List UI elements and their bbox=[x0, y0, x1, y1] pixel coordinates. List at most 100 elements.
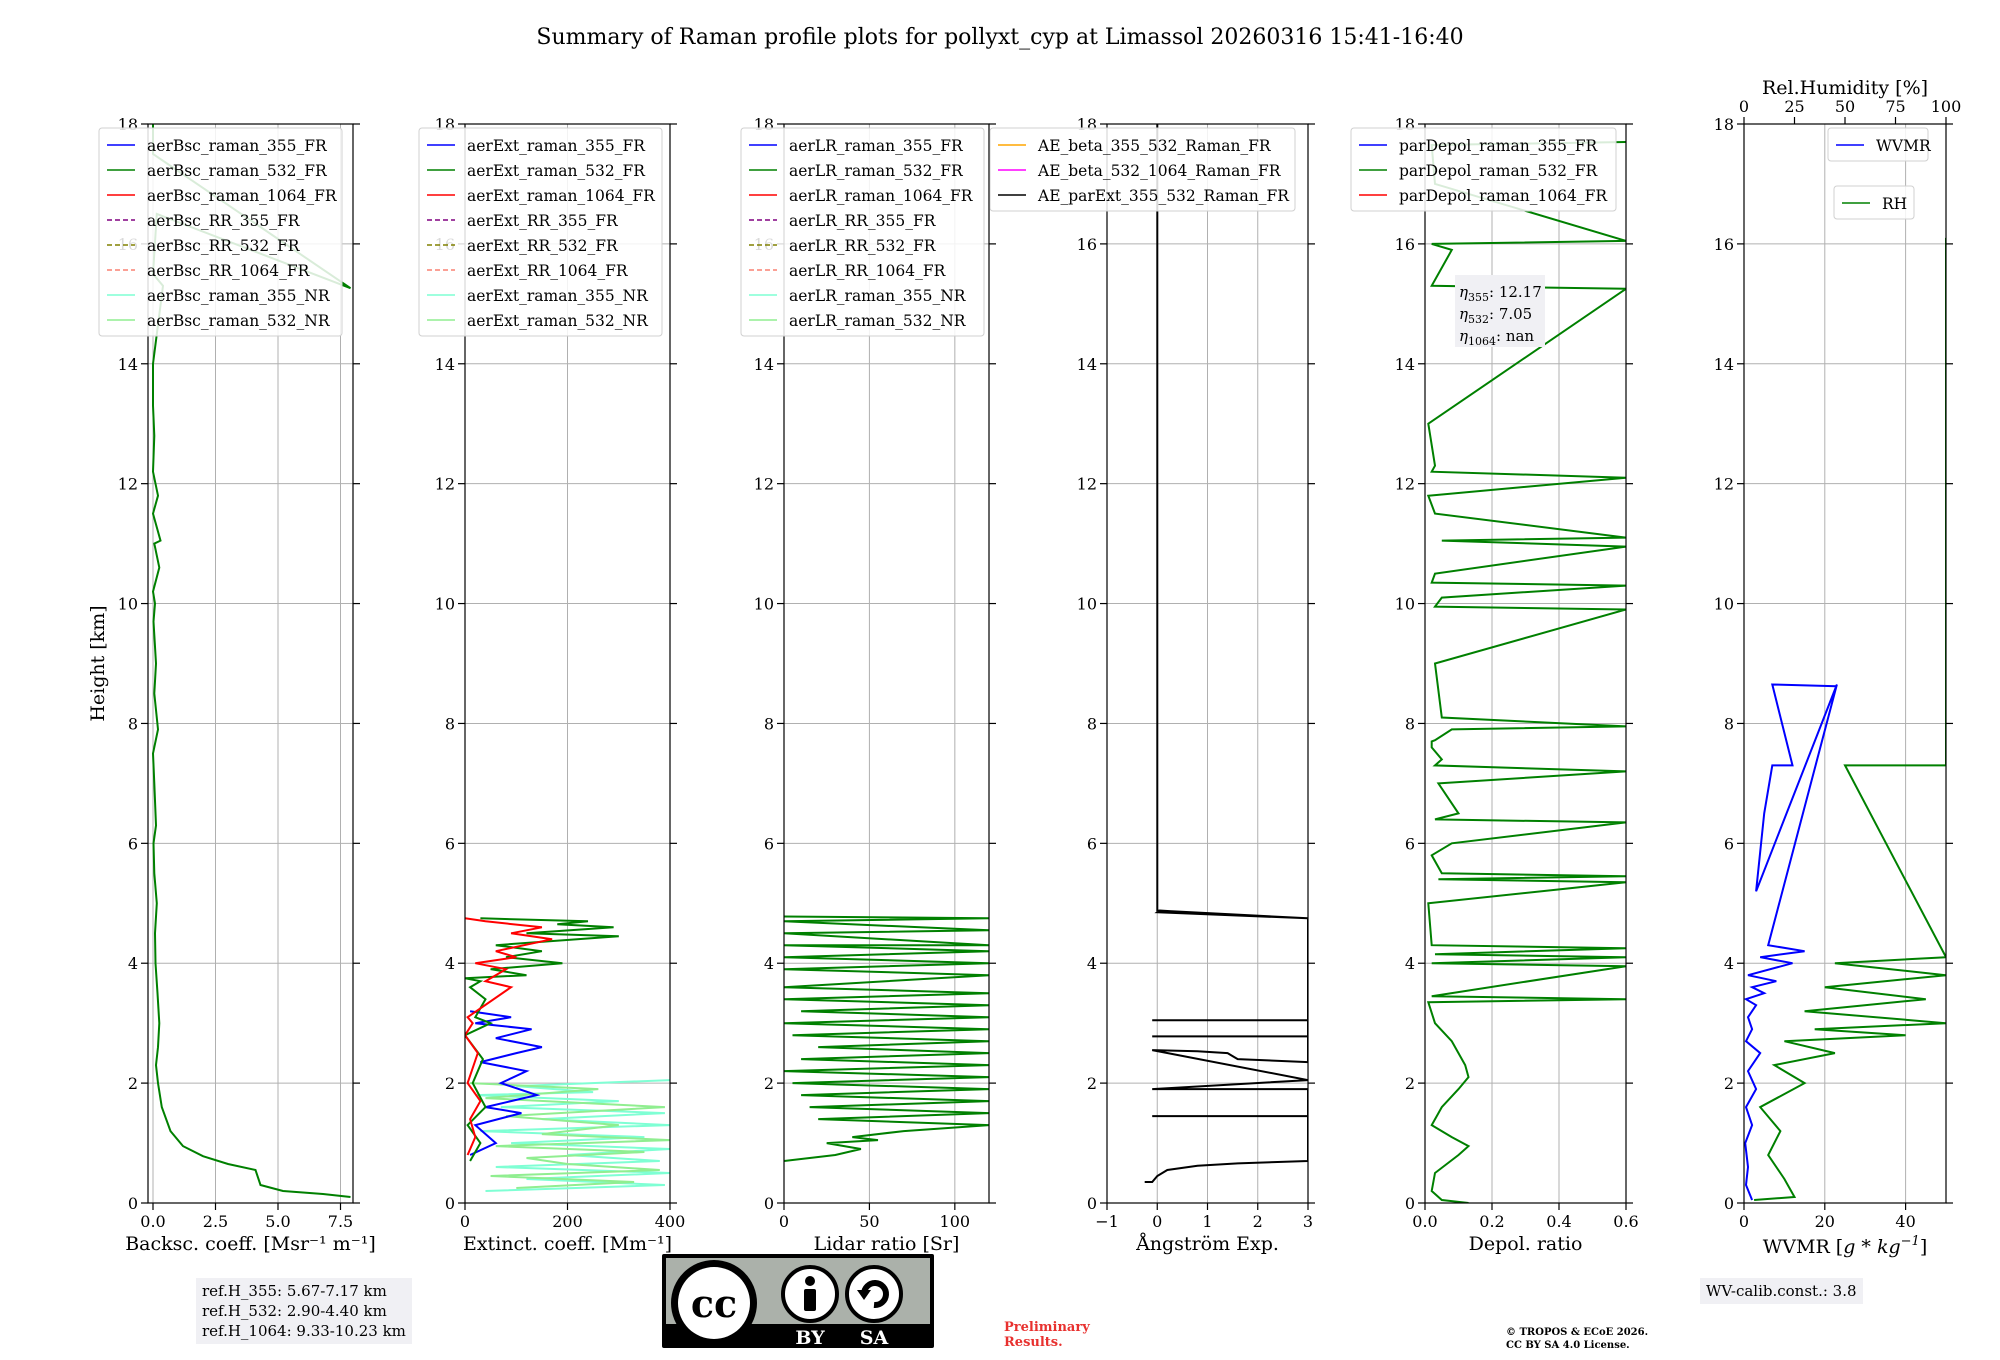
legend-label: aerExt_raman_532_FR bbox=[467, 162, 646, 180]
axes-frame bbox=[147, 123, 354, 1204]
y-tick-label: 8 bbox=[128, 714, 138, 733]
svg-text:cc: cc bbox=[691, 1281, 737, 1326]
legend-label: aerLR_raman_532_NR bbox=[789, 312, 967, 330]
copyright-line-1: © TROPOS & ECoE 2026. bbox=[1506, 1327, 1649, 1338]
x-tick-label: 0.4 bbox=[1546, 1212, 1571, 1231]
y-tick-label: 4 bbox=[445, 954, 455, 973]
cc-license-badge: cc BY SA bbox=[662, 1254, 934, 1349]
legend-label: aerExt_RR_532_FR bbox=[467, 237, 619, 255]
y-tick-label: 18 bbox=[1714, 115, 1734, 134]
panel-wv: 0 20 40 0 2 4 6 8 10 12 14 16 18 WVMR [g * kg−1] 0 25 50… bbox=[1714, 77, 1962, 1258]
x-axis-label: Ångström Exp. bbox=[1135, 1233, 1279, 1255]
x-axis-label: Lidar ratio [Sr] bbox=[814, 1233, 960, 1255]
legend-label: aerBsc_raman_355_FR bbox=[147, 137, 328, 155]
series-aerLR_raman_532_FR bbox=[784, 915, 989, 1162]
legend-label: aerBsc_RR_355_FR bbox=[147, 212, 301, 230]
legend-label: aerBsc_raman_355_NR bbox=[147, 287, 331, 305]
x-tick-label: 400 bbox=[655, 1212, 686, 1231]
x-tick-label: 0.0 bbox=[1412, 1212, 1437, 1231]
legend-box bbox=[98, 127, 343, 337]
legend-label: aerBsc_raman_532_FR bbox=[147, 162, 328, 180]
y-tick-label: 16 bbox=[1395, 235, 1415, 254]
eta-value: : 7.05 bbox=[1489, 305, 1532, 323]
legend-label: AE_beta_355_532_Raman_FR bbox=[1037, 137, 1272, 155]
copyright-line-2: CC BY SA 4.0 License. bbox=[1506, 1340, 1630, 1351]
y-tick-label: 16 bbox=[1714, 235, 1734, 254]
license-by-label: BY bbox=[795, 1327, 825, 1349]
legend-box bbox=[1827, 127, 1929, 162]
series-aerExt_raman_1064_FR bbox=[465, 917, 553, 1156]
axes-frame bbox=[1743, 123, 1947, 1204]
reference-height-box: ref.H_355: 5.67-7.17 km ref.H_532: 2.90-… bbox=[196, 1278, 412, 1344]
x-label-part: WVMR [ bbox=[1763, 1236, 1843, 1258]
series-WVMR bbox=[1744, 683, 1838, 1201]
y-tick-label: 8 bbox=[1405, 714, 1415, 733]
y-tick-label: 12 bbox=[1714, 475, 1734, 494]
preliminary-line-2: Results. bbox=[1004, 1335, 1063, 1350]
top-tick-label: 25 bbox=[1784, 97, 1804, 116]
legend-label: aerLR_raman_1064_FR bbox=[789, 187, 974, 205]
y-tick-label: 10 bbox=[1714, 595, 1734, 614]
y-tick-label: 0 bbox=[128, 1194, 138, 1213]
y-tick-label: 12 bbox=[1395, 475, 1415, 494]
ref-height-532: ref.H_532: 2.90-4.40 km bbox=[202, 1302, 387, 1320]
legend-label: aerLR_RR_532_FR bbox=[789, 237, 937, 255]
eta-symbol: η bbox=[1459, 283, 1468, 301]
legend-label: aerExt_raman_355_NR bbox=[467, 287, 649, 305]
y-tick-label: 2 bbox=[1724, 1074, 1734, 1093]
y-tick-label: 6 bbox=[764, 834, 774, 853]
y-tick-label: 4 bbox=[1405, 954, 1415, 973]
eta-532: η532: 7.05 bbox=[1459, 305, 1532, 326]
wv-calib-box: WV-calib.const.: 3.8 bbox=[1700, 1278, 1863, 1304]
legend-label: parDepol_raman_355_FR bbox=[1399, 137, 1599, 155]
y-tick-label: 2 bbox=[764, 1074, 774, 1093]
y-tick-label: 0 bbox=[1405, 1194, 1415, 1213]
x-tick-label: 2 bbox=[1253, 1212, 1263, 1231]
x-tick-label: 0 bbox=[460, 1212, 470, 1231]
y-tick-label: 0 bbox=[1087, 1194, 1097, 1213]
y-tick-label: 2 bbox=[1405, 1074, 1415, 1093]
legend-label: aerLR_RR_355_FR bbox=[789, 212, 937, 230]
panel-lr: 050100024681012141618Lidar ratio [Sr]aer… bbox=[740, 115, 996, 1255]
series-aerExt_raman_355_FR bbox=[469, 1010, 543, 1156]
x-tick-label: 5.0 bbox=[265, 1212, 290, 1231]
series-RH bbox=[1754, 237, 1946, 1201]
legend-label: aerLR_raman_532_FR bbox=[789, 162, 964, 180]
copyright-note: © TROPOS & ECoE 2026. CC BY SA 4.0 Licen… bbox=[1506, 1326, 1648, 1352]
top-tick-label: 75 bbox=[1885, 97, 1905, 116]
y-tick-label: 6 bbox=[445, 834, 455, 853]
x-tick-label: 3 bbox=[1303, 1212, 1313, 1231]
y-tick-label: 8 bbox=[1724, 714, 1734, 733]
series-aerExt_raman_532_NR bbox=[470, 1082, 670, 1189]
preliminary-line-1: Preliminary bbox=[1004, 1320, 1090, 1335]
x-axis-label: Backsc. coeff. [Msr⁻¹ m⁻¹] bbox=[125, 1233, 376, 1255]
y-axis-label: Height [km] bbox=[87, 605, 109, 721]
eta-symbol: η bbox=[1459, 327, 1468, 345]
x-tick-label: 40 bbox=[1895, 1212, 1915, 1231]
wv-calib-constant: WV-calib.const.: 3.8 bbox=[1706, 1282, 1857, 1300]
y-tick-label: 12 bbox=[118, 475, 138, 494]
x-axis-label: WVMR [g * kg−1] bbox=[1763, 1234, 1927, 1258]
panel-bsc: 0.02.55.07.5024681012141618Backsc. coeff… bbox=[87, 115, 376, 1255]
y-tick-label: 14 bbox=[118, 355, 138, 374]
y-tick-label: 2 bbox=[1087, 1074, 1097, 1093]
y-tick-label: 12 bbox=[435, 475, 455, 494]
eta-subscript: 355 bbox=[1468, 291, 1489, 304]
x-tick-label: 100 bbox=[940, 1212, 971, 1231]
y-tick-label: 0 bbox=[1724, 1194, 1734, 1213]
top-tick-label: 0 bbox=[1739, 97, 1749, 116]
top-tick-label: 50 bbox=[1835, 97, 1855, 116]
x-label-unit: g * kg bbox=[1843, 1236, 1900, 1258]
y-tick-label: 8 bbox=[445, 714, 455, 733]
x-tick-label: 0 bbox=[1739, 1212, 1749, 1231]
legend-label: aerLR_RR_1064_FR bbox=[789, 262, 947, 280]
x-tick-label: 0.2 bbox=[1479, 1212, 1504, 1231]
y-tick-label: 8 bbox=[764, 714, 774, 733]
y-tick-label: 4 bbox=[1724, 954, 1734, 973]
x-tick-label: 7.5 bbox=[328, 1212, 353, 1231]
x-tick-label: 2.5 bbox=[203, 1212, 228, 1231]
y-tick-label: 14 bbox=[1714, 355, 1734, 374]
y-tick-label: 10 bbox=[435, 595, 455, 614]
panel-ext: 0200400024681012141618Extinct. coeff. [M… bbox=[418, 115, 686, 1255]
